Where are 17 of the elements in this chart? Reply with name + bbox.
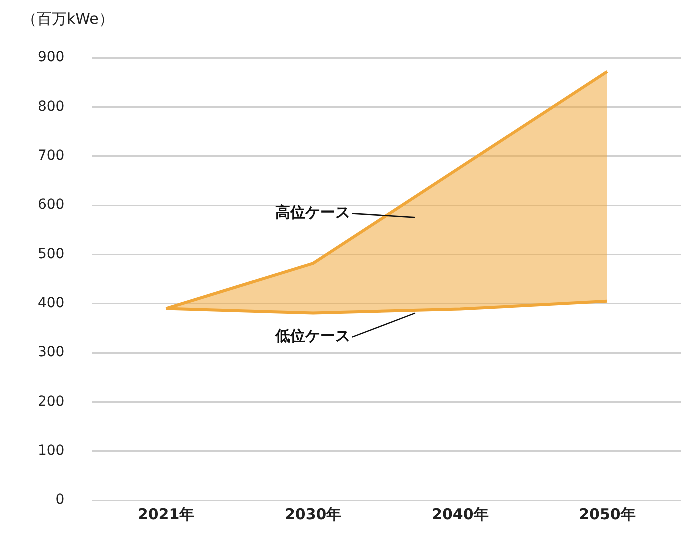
y-tick-label: 900 — [38, 50, 65, 66]
series-label: 高位ケース — [275, 204, 350, 222]
y-axis-title: （百万kWe） — [22, 10, 114, 29]
x-tick-label: 2050年 — [579, 505, 636, 524]
y-tick-label: 100 — [38, 443, 65, 460]
y-tick-label: 0 — [56, 492, 65, 508]
series-label: 低位ケース — [274, 327, 350, 346]
x-tick-label: 2021年 — [138, 505, 195, 524]
y-tick-label: 500 — [38, 246, 65, 262]
y-tick-label: 600 — [38, 197, 65, 214]
y-tick-label: 300 — [38, 344, 65, 361]
x-tick-label: 2040年 — [432, 505, 489, 524]
y-tick-label: 400 — [38, 296, 65, 312]
y-tick-label: 200 — [38, 394, 65, 410]
y-tick-label: 700 — [38, 148, 65, 164]
x-tick-label: 2030年 — [284, 505, 342, 524]
y-tick-label: 800 — [38, 98, 65, 115]
